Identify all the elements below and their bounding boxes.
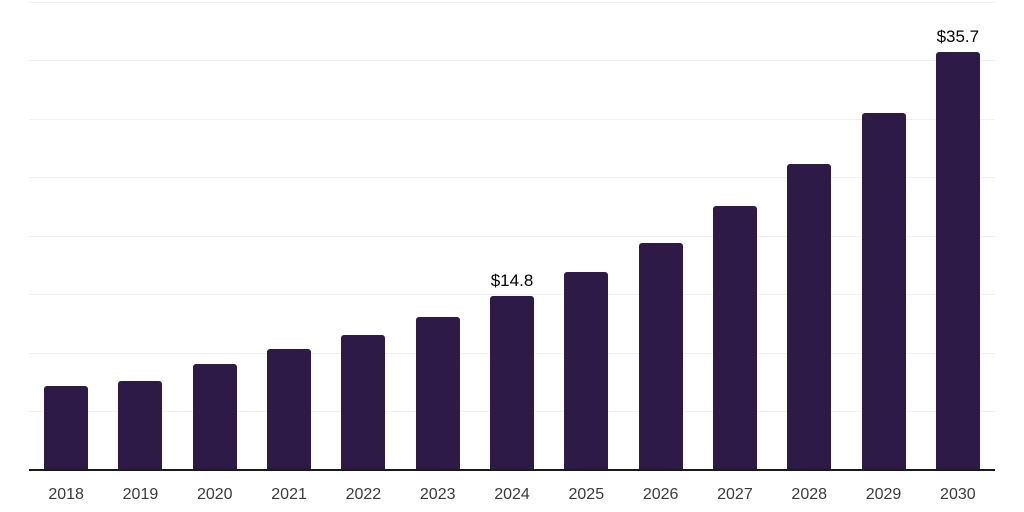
bar-2019[interactable] (118, 380, 163, 470)
bar-2029[interactable] (861, 112, 906, 470)
x-tick-label-2030: 2030 (940, 485, 976, 503)
bar-2023[interactable] (415, 317, 460, 470)
gridline-y-25 (29, 177, 995, 178)
bar-2026[interactable] (638, 242, 683, 470)
x-tick-label-2018: 2018 (48, 485, 84, 503)
gridline-y-15 (29, 294, 995, 295)
bar-2024[interactable] (490, 296, 534, 470)
x-axis-line (29, 469, 995, 471)
gridline-y-35 (29, 60, 995, 61)
bar-2027[interactable] (712, 206, 757, 470)
bar-value-label-2030: $35.7 (936, 26, 980, 46)
bar-2028[interactable] (787, 164, 832, 470)
bar-2020[interactable] (192, 364, 237, 470)
x-tick-label-2023: 2023 (419, 485, 456, 503)
gridline-y-20 (29, 235, 995, 237)
x-tick-label-2022: 2022 (345, 485, 382, 503)
x-tick-label-2027: 2027 (717, 485, 753, 503)
x-tick-label-2029: 2029 (865, 485, 902, 503)
bar-2030[interactable] (935, 51, 980, 470)
x-tick-label-2021: 2021 (271, 485, 307, 503)
gridline-y-40 (29, 1, 995, 3)
x-tick-label-2026: 2026 (642, 485, 679, 503)
x-tick-label-2019: 2019 (122, 485, 159, 503)
bar-2025[interactable] (564, 271, 609, 470)
plot-area: 2018 2019 2020 2021 2022 2023 $14.8 2024 2025 202… (29, 0, 995, 512)
bar-2018[interactable] (44, 386, 89, 470)
bar-value-label-2024: $14.8 (490, 271, 534, 291)
bar-2022[interactable] (341, 334, 386, 470)
x-tick-label-2025: 2025 (568, 485, 605, 503)
x-tick-label-2028: 2028 (791, 485, 828, 503)
bar-2021[interactable] (267, 348, 312, 470)
x-tick-label-2020: 2020 (196, 485, 233, 503)
gridline-y-30 (29, 118, 995, 120)
x-tick-label-2024: 2024 (494, 485, 530, 503)
